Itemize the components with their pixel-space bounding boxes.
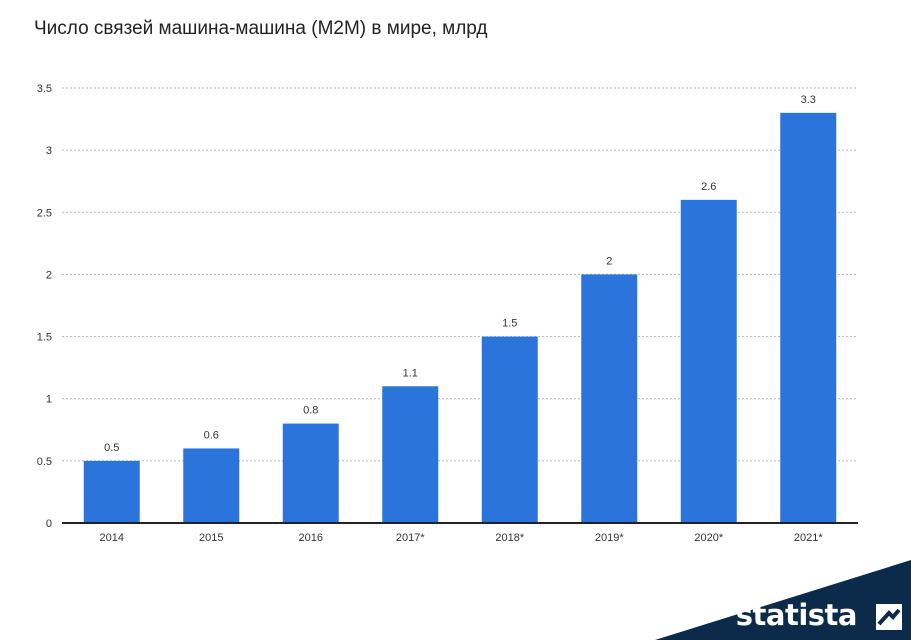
data-label: 2 (606, 255, 612, 267)
data-label: 0.6 (204, 429, 219, 441)
y-tick-label: 0 (46, 518, 52, 530)
bar (382, 386, 439, 523)
data-label: 1.1 (403, 367, 418, 379)
bar (481, 336, 538, 523)
bar (83, 460, 140, 523)
bar (282, 423, 339, 523)
x-tick-label: 2018* (495, 532, 524, 544)
y-tick-label: 2 (46, 269, 52, 281)
bar (183, 448, 240, 523)
x-tick-label: 2020* (694, 532, 723, 544)
y-axis-ticks: 0 0.5 1 1.5 2 2.5 3 3.5 (37, 83, 52, 530)
data-label: 3.3 (801, 94, 816, 106)
bar (680, 199, 737, 523)
data-label: 1.5 (502, 318, 517, 330)
y-tick-label: 3 (46, 145, 52, 157)
data-label: 2.6 (701, 181, 716, 193)
y-tick-label: 1.5 (37, 332, 52, 344)
x-tick-label: 2016 (299, 532, 323, 544)
y-tick-label: 1 (46, 394, 52, 406)
x-tick-label: 2014 (100, 532, 124, 544)
bar (581, 274, 638, 523)
data-label: 0.8 (303, 405, 318, 417)
y-tick-label: 2.5 (37, 207, 52, 219)
y-tick-label: 3.5 (37, 83, 52, 95)
x-tick-label: 2021* (794, 532, 823, 544)
gridlines (62, 87, 858, 462)
x-tick-label: 2017* (396, 532, 425, 544)
data-label: 0.5 (104, 442, 119, 454)
data-labels: 0.5 0.6 0.8 1.1 1.5 2 2.6 3.3 (104, 94, 816, 454)
bar (780, 112, 837, 523)
bars (83, 112, 837, 523)
chart-title: Число связей машина-машина (M2M) в мире,… (34, 18, 488, 39)
brand-name: statista (735, 598, 858, 632)
x-tick-label: 2019* (595, 532, 624, 544)
x-tick-label: 2015 (199, 532, 223, 544)
x-axis-ticks: 2014 2015 2016 2017* 2018* 2019* 2020* 2021* (100, 532, 824, 544)
y-tick-label: 0.5 (37, 456, 52, 468)
